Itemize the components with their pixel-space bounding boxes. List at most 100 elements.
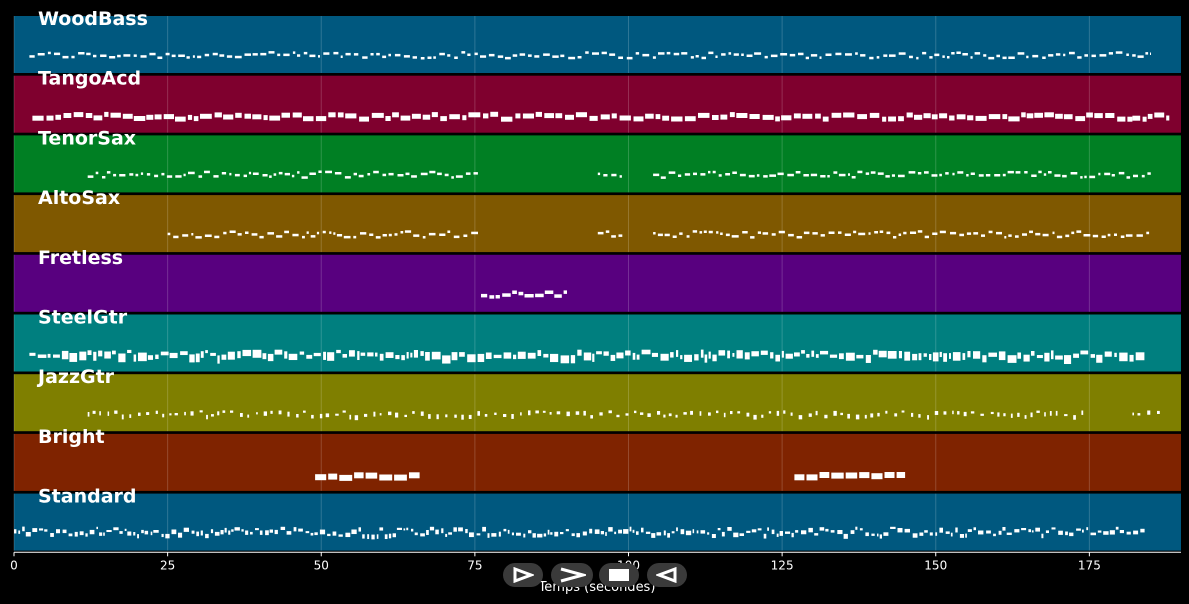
note — [137, 534, 139, 539]
note — [544, 290, 554, 294]
note — [382, 173, 387, 177]
note — [493, 354, 502, 359]
track-bright[interactable]: Bright — [13, 426, 1181, 491]
note — [771, 233, 776, 236]
note — [155, 410, 158, 414]
note — [1132, 412, 1134, 416]
note — [1107, 233, 1111, 237]
note — [482, 526, 486, 532]
play-button[interactable] — [503, 563, 543, 587]
note — [787, 173, 794, 177]
track-woodbass[interactable]: WoodBass — [13, 8, 1181, 73]
note — [217, 355, 220, 364]
note — [127, 349, 132, 354]
note — [1086, 527, 1089, 531]
note — [653, 173, 660, 177]
note — [345, 113, 357, 119]
x-tick-label: 25 — [160, 558, 175, 572]
note — [310, 235, 316, 238]
note — [672, 235, 677, 238]
note — [1021, 112, 1026, 118]
note — [699, 231, 703, 234]
track-label: WoodBass — [38, 8, 148, 30]
note — [453, 527, 457, 532]
note — [210, 352, 216, 356]
note — [234, 173, 240, 177]
track-steelgtr[interactable]: SteelGtr — [13, 307, 1181, 372]
note — [395, 355, 400, 360]
rewind-button[interactable] — [647, 563, 687, 587]
note — [1002, 114, 1008, 120]
note — [865, 355, 871, 363]
note — [626, 56, 633, 60]
note — [197, 55, 202, 59]
note — [1032, 54, 1039, 58]
note — [885, 410, 888, 414]
note — [503, 528, 507, 532]
note — [824, 414, 828, 419]
note — [845, 472, 858, 479]
note — [388, 233, 392, 237]
note — [404, 230, 412, 233]
note — [791, 532, 794, 538]
note — [388, 411, 392, 416]
note — [721, 531, 725, 537]
note — [671, 116, 683, 122]
note — [675, 414, 678, 418]
note — [315, 116, 327, 122]
note — [914, 114, 923, 120]
forward-button[interactable] — [551, 563, 593, 587]
track-fretless[interactable]: Fretless — [13, 247, 1181, 312]
note — [671, 531, 675, 534]
note — [392, 112, 399, 118]
note — [777, 172, 784, 176]
note — [522, 113, 534, 119]
track-altosax[interactable]: AltoSax — [13, 187, 1181, 253]
note — [1129, 354, 1134, 362]
note — [278, 410, 282, 415]
note — [663, 530, 666, 536]
note — [174, 413, 178, 416]
note — [520, 412, 522, 416]
note — [904, 351, 911, 361]
note — [822, 116, 829, 122]
note — [140, 172, 144, 175]
note — [426, 530, 429, 535]
note — [582, 531, 587, 536]
note — [223, 231, 227, 235]
note — [680, 355, 683, 360]
note — [206, 414, 208, 420]
note — [949, 353, 951, 359]
note — [599, 412, 603, 416]
note — [379, 353, 384, 361]
note — [146, 412, 150, 415]
note — [810, 54, 818, 57]
note — [645, 113, 654, 119]
note — [803, 231, 810, 235]
track-jazzgtr[interactable]: JazzGtr — [13, 366, 1181, 432]
track-tenorsax[interactable]: TenorSax — [13, 127, 1181, 193]
note — [942, 55, 945, 58]
stop-button[interactable] — [599, 563, 639, 587]
note — [1146, 231, 1150, 235]
track-tangoacd[interactable]: TangoAcd — [13, 68, 1181, 133]
note — [502, 293, 511, 297]
note — [497, 55, 504, 58]
track-standard[interactable]: Standard — [13, 486, 1181, 551]
note — [678, 174, 682, 177]
note — [956, 114, 966, 120]
note — [367, 173, 371, 176]
note — [92, 410, 96, 414]
note — [100, 54, 107, 57]
note — [274, 529, 278, 535]
note — [1030, 412, 1033, 418]
note — [898, 174, 905, 178]
note — [993, 533, 996, 537]
note — [147, 355, 153, 360]
note — [815, 354, 819, 358]
note — [919, 532, 924, 536]
note — [978, 530, 984, 535]
note — [121, 414, 124, 420]
note — [693, 172, 697, 176]
note — [420, 172, 428, 176]
